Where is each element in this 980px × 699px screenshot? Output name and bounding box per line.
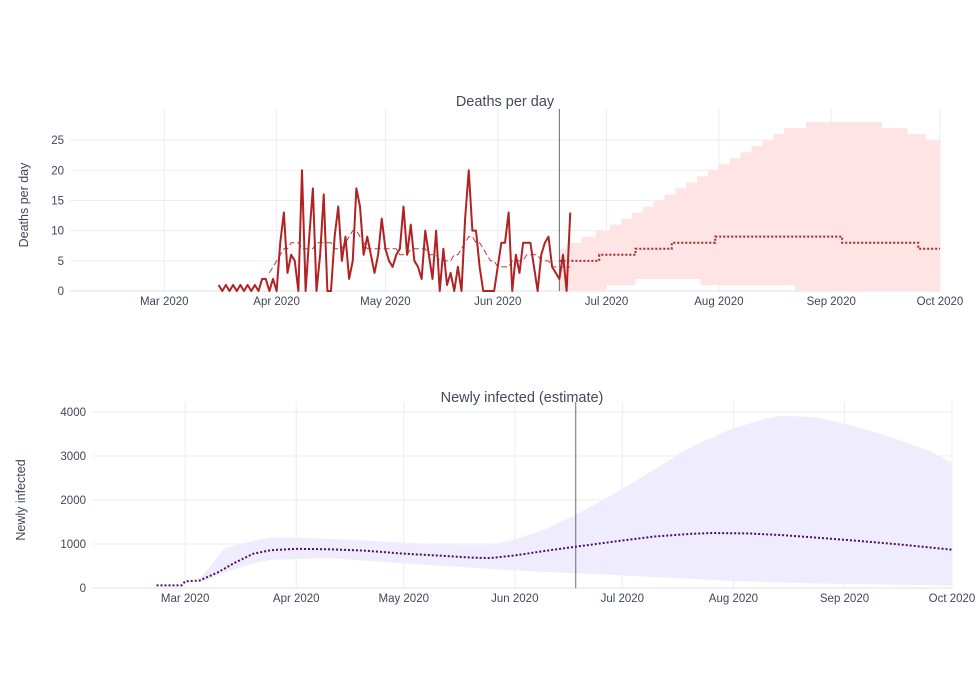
infected-x-tick-label: Apr 2020 xyxy=(273,593,320,605)
deaths-x-tick-label: Sep 2020 xyxy=(807,296,856,308)
infected-x-tick-label: May 2020 xyxy=(378,593,429,605)
infected-y-tick-labels: 0 1000 2000 3000 4000 xyxy=(60,407,86,595)
deaths-chart-title: Deaths per day xyxy=(456,94,555,110)
deaths-y-axis-label: Deaths per day xyxy=(17,162,31,248)
deaths-chart: Mar 2020 Apr 2020 May 2020 Jun 2020 Jul 2020… xyxy=(17,94,963,308)
infected-median-line xyxy=(156,531,953,587)
deaths-x-tick-labels: Mar 2020 Apr 2020 May 2020 Jun 2020 Jul 2020… xyxy=(140,296,963,308)
deaths-projection-band xyxy=(559,122,940,291)
infected-x-tick-label: Aug 2020 xyxy=(709,593,758,605)
infected-x-tick-labels: Mar 2020 Apr 2020 May 2020 Jun 2020 Jul 2020… xyxy=(161,593,975,605)
deaths-x-tick-label: Apr 2020 xyxy=(253,296,300,308)
infected-y-tick-label: 0 xyxy=(80,583,86,595)
deaths-x-tick-label: May 2020 xyxy=(360,296,411,308)
deaths-y-tick-label: 20 xyxy=(51,165,64,177)
infected-y-axis-label: Newly infected xyxy=(14,459,28,540)
infected-x-tick-label: Jul 2020 xyxy=(601,593,644,605)
deaths-y-tick-label: 0 xyxy=(58,286,64,298)
infected-x-tick-label: Jun 2020 xyxy=(491,593,538,605)
infected-y-tick-label: 3000 xyxy=(60,451,86,463)
deaths-x-tick-label: Oct 2020 xyxy=(917,296,964,308)
deaths-y-tick-label: 25 xyxy=(51,135,64,147)
infected-uncertainty-band xyxy=(199,415,952,586)
infected-x-tick-label: Mar 2020 xyxy=(161,593,210,605)
infected-x-tick-label: Oct 2020 xyxy=(929,593,976,605)
infected-y-tick-label: 1000 xyxy=(60,539,86,551)
deaths-x-tick-label: Mar 2020 xyxy=(140,296,189,308)
deaths-projection-median xyxy=(559,235,940,262)
infected-chart: Mar 2020 Apr 2020 May 2020 Jun 2020 Jul 2020… xyxy=(14,390,975,605)
deaths-y-tick-label: 15 xyxy=(51,195,64,207)
deaths-y-tick-label: 10 xyxy=(51,226,64,238)
infected-y-tick-label: 4000 xyxy=(60,407,86,419)
deaths-y-tick-label: 5 xyxy=(58,256,64,268)
deaths-x-tick-label: Aug 2020 xyxy=(694,296,743,308)
deaths-y-tick-labels: 0 5 10 15 20 25 xyxy=(51,135,64,298)
deaths-x-tick-label: Jun 2020 xyxy=(474,296,521,308)
deaths-x-tick-label: Jul 2020 xyxy=(585,296,628,308)
deaths-observed-line xyxy=(217,169,572,292)
infected-y-tick-label: 2000 xyxy=(60,495,86,507)
infected-chart-title: Newly infected (estimate) xyxy=(441,390,604,406)
infected-x-tick-label: Sep 2020 xyxy=(820,593,869,605)
